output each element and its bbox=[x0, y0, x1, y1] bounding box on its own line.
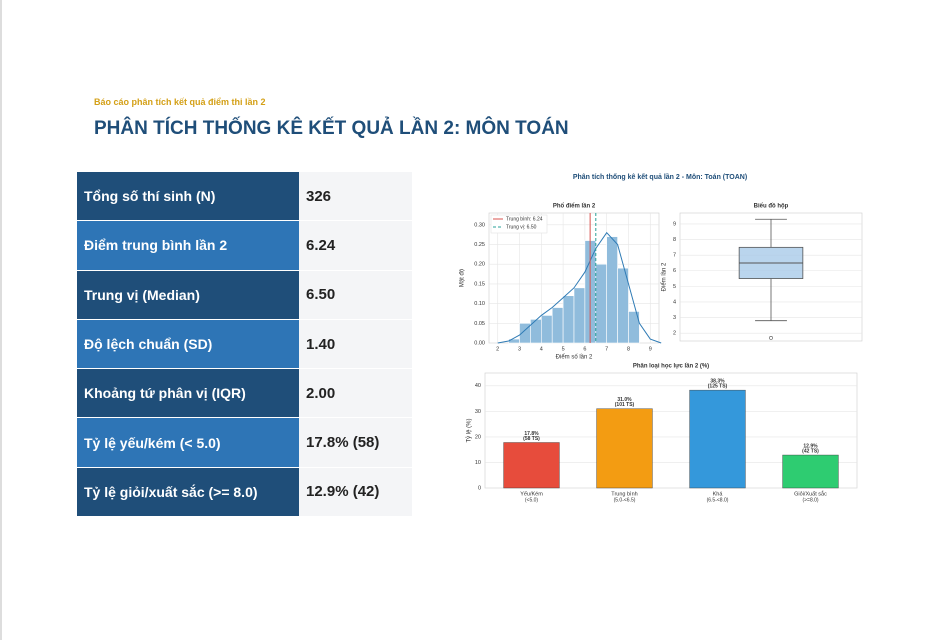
legend-box bbox=[490, 214, 548, 234]
y-tick-label: 5 bbox=[673, 284, 676, 290]
stats-table: Tổng số thí sinh (N) 326 Điểm trung bình l… bbox=[77, 172, 412, 518]
y-tick-label: 30 bbox=[475, 409, 481, 415]
x-tick-label: Khá bbox=[713, 491, 724, 497]
y-tick-label: 40 bbox=[475, 383, 481, 389]
count-label: (42 TS) bbox=[802, 448, 819, 454]
bar bbox=[573, 287, 586, 344]
y-tick-label: 0.20 bbox=[474, 262, 485, 268]
bar bbox=[562, 295, 575, 344]
row-label: Trung vị (Median) bbox=[77, 270, 299, 319]
row-label: Tỷ lệ yếu/kém (< 5.0) bbox=[77, 418, 299, 467]
x-tick-label: Trung bình bbox=[611, 491, 637, 497]
table-row: Độ lệch chuẩn (SD) 1.40 bbox=[77, 319, 412, 370]
legend-label: Trung bình: 6.24 bbox=[506, 216, 543, 222]
x-tick-note: (6.5-<8.0) bbox=[707, 497, 729, 503]
y-axis-label: Tỷ lệ (%) bbox=[466, 418, 473, 442]
chart-title: Phân loại học lực lần 2 (%) bbox=[633, 364, 709, 370]
row-label: Tổng số thí sinh (N) bbox=[77, 172, 299, 221]
y-tick-label: 3 bbox=[673, 315, 676, 321]
row-value: 12.9% (42) bbox=[299, 467, 412, 517]
x-tick-note: (5.0-<6.5) bbox=[614, 497, 636, 503]
count-label: (58 TS) bbox=[523, 436, 540, 442]
figure-title: Phân tích thống kê kết quả lần 2 - Môn: … bbox=[573, 172, 747, 181]
y-axis-label: Mật độ bbox=[460, 268, 466, 287]
x-tick-label: 3 bbox=[518, 346, 521, 352]
row-label: Điểm trung bình lần 2 bbox=[77, 221, 299, 270]
chart-title: Phổ điểm lần 2 bbox=[553, 203, 596, 210]
chart-title: Biểu đồ hộp bbox=[754, 203, 789, 210]
table-row: Trung vị (Median) 6.50 bbox=[77, 270, 412, 320]
y-tick-label: 6 bbox=[673, 268, 676, 274]
kde-line bbox=[497, 231, 662, 344]
outlier bbox=[769, 335, 773, 340]
row-value: 6.50 bbox=[299, 270, 412, 319]
bar bbox=[503, 442, 560, 489]
y-tick-label: 2 bbox=[673, 331, 676, 337]
row-value: 6.24 bbox=[299, 221, 412, 270]
y-tick-label: 0.15 bbox=[474, 281, 485, 287]
table-row: Tỷ lệ yếu/kém (< 5.0) 17.8% (58) bbox=[77, 418, 412, 468]
bar bbox=[782, 454, 839, 489]
y-tick-label: 9 bbox=[673, 221, 676, 227]
y-tick-label: 10 bbox=[475, 460, 481, 466]
table-row: Khoảng tứ phân vị (IQR) 2.00 bbox=[77, 369, 412, 419]
bar bbox=[595, 263, 607, 344]
x-axis-label: Điểm số lần 2 bbox=[556, 354, 593, 361]
table-row: Tỷ lệ giỏi/xuất sắc (>= 8.0) 12.9% (42) bbox=[77, 467, 412, 518]
bar bbox=[617, 267, 629, 344]
value-label: 31.0% bbox=[617, 397, 632, 403]
x-tick-label: 7 bbox=[605, 346, 608, 352]
x-tick-label: 2 bbox=[496, 346, 499, 352]
y-tick-label: 7 bbox=[673, 253, 676, 259]
bar bbox=[530, 319, 542, 344]
y-axis-label: Điểm lần 2 bbox=[661, 262, 668, 291]
y-tick-label: 20 bbox=[475, 434, 481, 440]
bar bbox=[596, 408, 653, 489]
title: PHÂN TÍCH THỐNG KÊ KẾT QUẢ LẦN 2: MÔN TO… bbox=[94, 118, 569, 139]
row-label: Tỷ lệ giỏi/xuất sắc (>= 8.0) bbox=[77, 467, 299, 517]
table-row: Điểm trung bình lần 2 6.24 bbox=[77, 221, 412, 271]
x-tick-label: Giỏi/Xuất sắc bbox=[794, 490, 827, 497]
value-label: 17.8% bbox=[524, 431, 539, 437]
legend-label: Trung vị: 6.50 bbox=[506, 224, 537, 230]
bar bbox=[551, 307, 564, 344]
x-tick-label: 5 bbox=[562, 346, 565, 352]
bar bbox=[628, 311, 640, 344]
row-value: 17.8% (58) bbox=[299, 418, 412, 467]
row-value: 326 bbox=[299, 172, 412, 221]
bar bbox=[689, 389, 746, 489]
row-value: 2.00 bbox=[299, 369, 412, 418]
subtitle: Báo cáo phân tích kết quả điểm thi lần 2 bbox=[94, 97, 266, 107]
value-label: 38.3% bbox=[710, 378, 725, 384]
row-label: Độ lệch chuẩn (SD) bbox=[77, 319, 299, 369]
x-tick-label: 9 bbox=[649, 346, 652, 352]
bar bbox=[541, 315, 553, 344]
y-tick-label: 0.30 bbox=[474, 222, 485, 228]
x-tick-note: (<5.0) bbox=[525, 497, 539, 503]
y-tick-label: 0.25 bbox=[474, 242, 485, 248]
x-tick-note: (>=8.0) bbox=[802, 497, 818, 503]
table-row: Tổng số thí sinh (N) 326 bbox=[77, 172, 412, 222]
count-label: (101 TS) bbox=[615, 402, 635, 408]
value-label: 12.9% bbox=[803, 443, 818, 449]
x-tick-label: 4 bbox=[540, 346, 543, 352]
y-tick-label: 0 bbox=[478, 485, 481, 491]
x-tick-label: 8 bbox=[627, 346, 630, 352]
y-tick-label: 0.00 bbox=[474, 340, 485, 346]
count-label: (125 TS) bbox=[708, 383, 728, 389]
x-tick-label: Yếu/Kém bbox=[520, 491, 543, 497]
y-tick-label: 0.10 bbox=[474, 301, 485, 307]
bar bbox=[606, 236, 618, 344]
row-label: Khoảng tứ phân vị (IQR) bbox=[77, 369, 299, 418]
x-tick-label: 6 bbox=[583, 346, 586, 352]
y-tick-label: 0.05 bbox=[474, 321, 485, 327]
row-value: 1.40 bbox=[299, 319, 412, 369]
y-tick-label: 4 bbox=[673, 299, 676, 305]
y-tick-label: 8 bbox=[673, 237, 676, 243]
